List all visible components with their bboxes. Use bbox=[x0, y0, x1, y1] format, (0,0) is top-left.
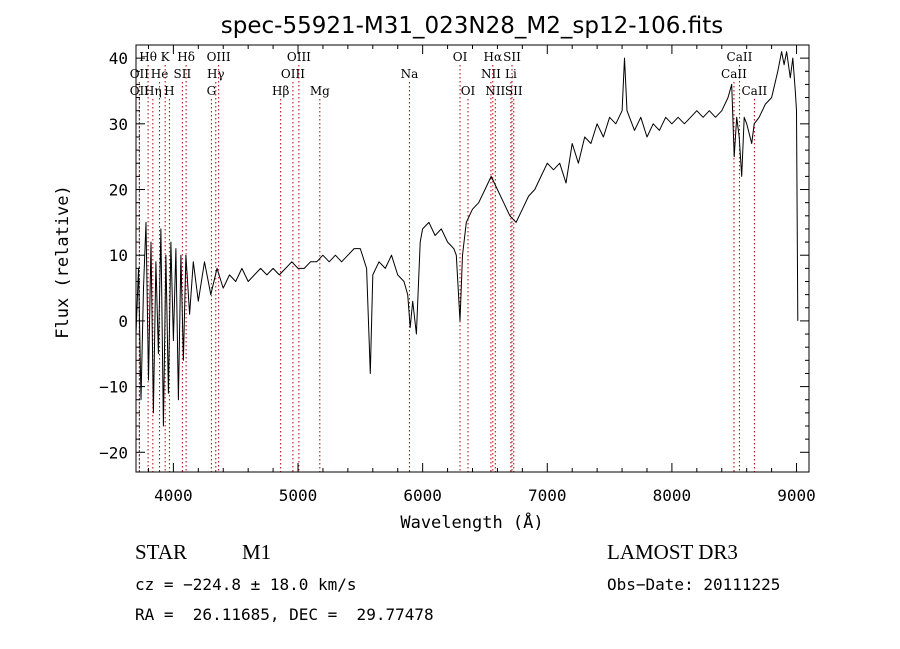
x-tick-label: 7000 bbox=[528, 486, 567, 505]
line-marker-label: SII bbox=[174, 67, 192, 81]
y-tick-label: 40 bbox=[109, 49, 128, 68]
line-marker-label: Hη bbox=[144, 84, 162, 98]
y-tick-label: −20 bbox=[99, 443, 128, 462]
x-tick-label: 9000 bbox=[777, 486, 816, 505]
line-marker-label: OII bbox=[130, 67, 150, 81]
line-marker-label: H bbox=[164, 84, 174, 98]
line-marker-label: OI bbox=[461, 84, 476, 98]
line-marker-label: CaII bbox=[741, 84, 767, 98]
line-marker-label: NII bbox=[485, 84, 505, 98]
line-marker-label: CaII bbox=[727, 50, 753, 64]
y-tick-label: 30 bbox=[109, 115, 128, 134]
line-marker-label: NII bbox=[481, 67, 501, 81]
line-marker-label: OIII bbox=[281, 67, 305, 81]
line-marker-label: SII bbox=[505, 84, 523, 98]
line-marker-label: SII bbox=[503, 50, 521, 64]
line-marker-label: Hγ bbox=[207, 67, 225, 81]
line-marker-label: G bbox=[207, 84, 217, 98]
flux-series-line bbox=[135, 51, 799, 427]
object-subclass: M1 bbox=[242, 540, 272, 564]
line-marker-label: OI bbox=[453, 50, 468, 64]
line-marker-label: OII bbox=[130, 84, 150, 98]
x-tick-label: 4000 bbox=[154, 486, 193, 505]
line-marker-label: Li bbox=[505, 67, 517, 81]
line-marker-label: Hβ bbox=[272, 84, 289, 98]
line-marker-label: K bbox=[161, 50, 171, 64]
line-marker-label: Hθ bbox=[139, 50, 157, 64]
line-marker-label: Hα bbox=[484, 50, 503, 64]
x-tick-label: 5000 bbox=[279, 486, 318, 505]
chart-title: spec-55921-M31_023N28_M2_sp12-106.fits bbox=[221, 13, 723, 39]
x-axis-label: Wavelength (Å) bbox=[400, 511, 543, 533]
y-tick-label: 0 bbox=[118, 312, 128, 331]
spectral-line-markers: HθOIIOIIHηHeKHSIIHδGOIIIHγHβOIIIOIIIMgNa… bbox=[130, 50, 768, 472]
line-marker-label: Hδ bbox=[177, 50, 195, 64]
axis-ticks: 4000 5000 6000 7000 8000 9000 −20 −10 0 10 20 30 40 bbox=[99, 45, 816, 505]
y-tick-label: 10 bbox=[109, 246, 128, 265]
flux-series-group bbox=[135, 51, 799, 427]
line-marker-label: OIII bbox=[207, 50, 231, 64]
survey-name: LAMOST DR3 bbox=[607, 540, 738, 564]
y-axis-label: Flux (relative) bbox=[53, 185, 73, 339]
line-marker-label: Mg bbox=[310, 84, 330, 98]
y-tick-label: 20 bbox=[109, 181, 128, 200]
x-tick-label: 8000 bbox=[653, 486, 692, 505]
line-marker-label: CaII bbox=[721, 67, 747, 81]
redshift-cz: cz = −224.8 ± 18.0 km/s bbox=[135, 575, 357, 594]
plot-frame bbox=[135, 44, 810, 473]
x-tick-label: 6000 bbox=[403, 486, 442, 505]
observation-date: Obs−Date: 20111225 bbox=[607, 575, 781, 594]
line-marker-label: Na bbox=[401, 67, 419, 81]
line-marker-label: OIII bbox=[287, 50, 311, 64]
object-class: STAR bbox=[135, 540, 187, 564]
y-tick-label: −10 bbox=[99, 378, 128, 397]
sky-coordinates: RA = 26.11685, DEC = 29.77478 bbox=[135, 605, 434, 624]
line-marker-label: He bbox=[151, 67, 169, 81]
